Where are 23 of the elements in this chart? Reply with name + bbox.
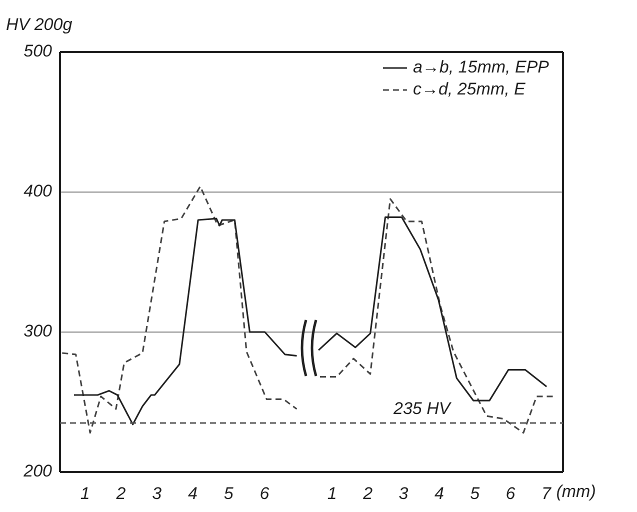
x-tick-label: 6 — [506, 484, 516, 503]
y-tick-label: 300 — [24, 322, 53, 341]
x-tick-label: 3 — [398, 484, 409, 503]
legend-label: a→b, 15mm, EPP — [412, 58, 550, 77]
x-tick-label: 7 — [541, 484, 552, 503]
legend-label: c→d, 25mm, E — [412, 80, 526, 99]
x-tick-label: 2 — [115, 484, 126, 503]
x-tick-label: 5 — [470, 484, 480, 503]
y-tick-label: 400 — [24, 182, 53, 201]
x-tick-label: 5 — [224, 484, 234, 503]
y-tick-label: 500 — [24, 42, 53, 61]
x-tick-label: 1 — [327, 484, 337, 503]
line-series — [61, 186, 298, 434]
x-tick-label: 6 — [260, 484, 270, 503]
y-axis-title: HV 200g — [6, 15, 73, 34]
x-tick-label: 4 — [434, 484, 444, 503]
x-axis-title: (mm) — [556, 482, 596, 502]
y-tick-label: 200 — [22, 462, 53, 481]
x-tick-label: 1 — [80, 484, 90, 503]
x-tick-label: 3 — [152, 484, 162, 503]
ref-line-label: 235 HV — [392, 399, 452, 418]
x-tick-label: 4 — [188, 484, 198, 503]
x-tick-label: 2 — [362, 484, 374, 503]
